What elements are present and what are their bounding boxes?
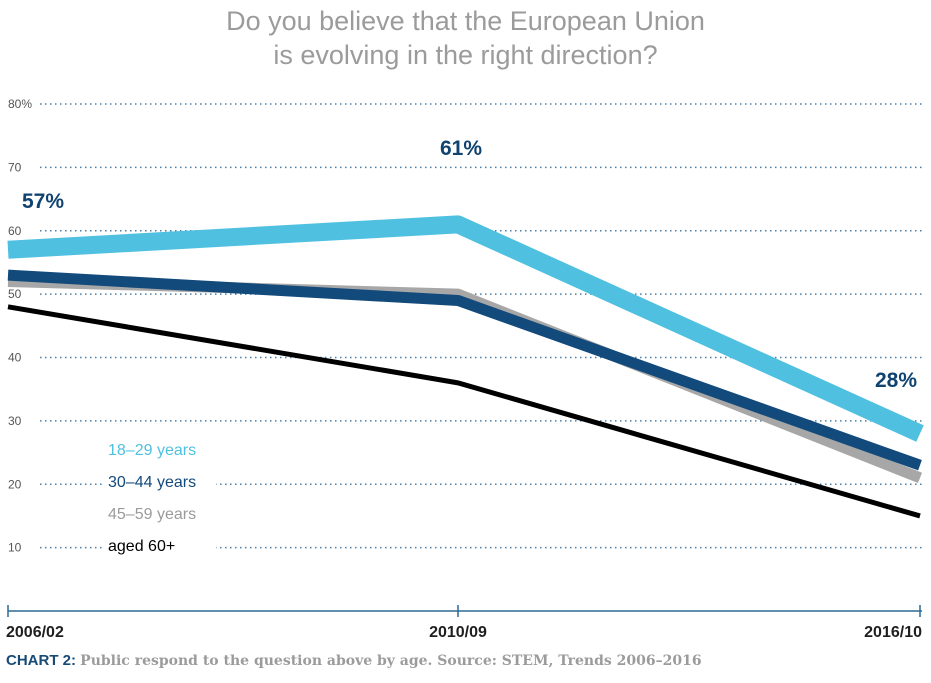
- series-line-4: [7, 304, 921, 519]
- legend-entry: 18–29 years: [108, 442, 196, 459]
- legend: 18–29 years 30–44 years 45–59 years aged 60…: [104, 438, 216, 556]
- chart-title-line-2: is evolving in the right direction?: [273, 40, 658, 70]
- series-line-1: [7, 215, 924, 442]
- data-label: 57%: [22, 190, 64, 213]
- legend-entry: 30–44 years: [108, 474, 196, 491]
- y-tick-label: 30: [8, 414, 22, 428]
- y-axis-ticks: 10 20 30 40 50 60 70 80%: [8, 97, 32, 555]
- legend-backdrop: [104, 534, 216, 556]
- x-tick-label: 2016/10: [864, 624, 922, 641]
- y-tick-label: 70: [8, 160, 22, 174]
- chart-title-line-1: Do you believe that the European Union: [226, 6, 705, 36]
- legend-backdrop: [104, 438, 216, 460]
- x-tick-label: 2010/09: [429, 624, 487, 641]
- x-axis: 2006/02 2010/09 2016/10: [6, 605, 922, 641]
- y-tick-label: 60: [8, 224, 22, 238]
- x-tick-label: 2006/02: [6, 624, 64, 641]
- legend-backdrop: [104, 502, 216, 524]
- y-tick-label: 10: [8, 541, 22, 555]
- chart-caption: CHART 2: Public respond to the question …: [6, 652, 702, 669]
- y-tick-label: 50: [8, 287, 22, 301]
- y-tick-label: 80%: [8, 97, 32, 111]
- legend-backdrop: [104, 470, 216, 492]
- grid-lines: [40, 103, 922, 549]
- legend-entry: 45–59 years: [108, 506, 196, 523]
- series-line-2: [7, 269, 922, 471]
- caption-text: Public respond to the question above by …: [80, 653, 702, 669]
- data-label: 61%: [440, 137, 482, 160]
- series-lines: [7, 215, 924, 519]
- y-tick-label: 20: [8, 477, 22, 491]
- y-tick-label: 40: [8, 351, 22, 365]
- caption-label: CHART 2:: [6, 652, 76, 669]
- data-label: 28%: [875, 369, 917, 392]
- data-labels: 57% 61% 28%: [22, 137, 917, 392]
- legend-entry: aged 60+: [108, 538, 175, 555]
- chart-title: Do you believe that the European Union i…: [0, 4, 931, 72]
